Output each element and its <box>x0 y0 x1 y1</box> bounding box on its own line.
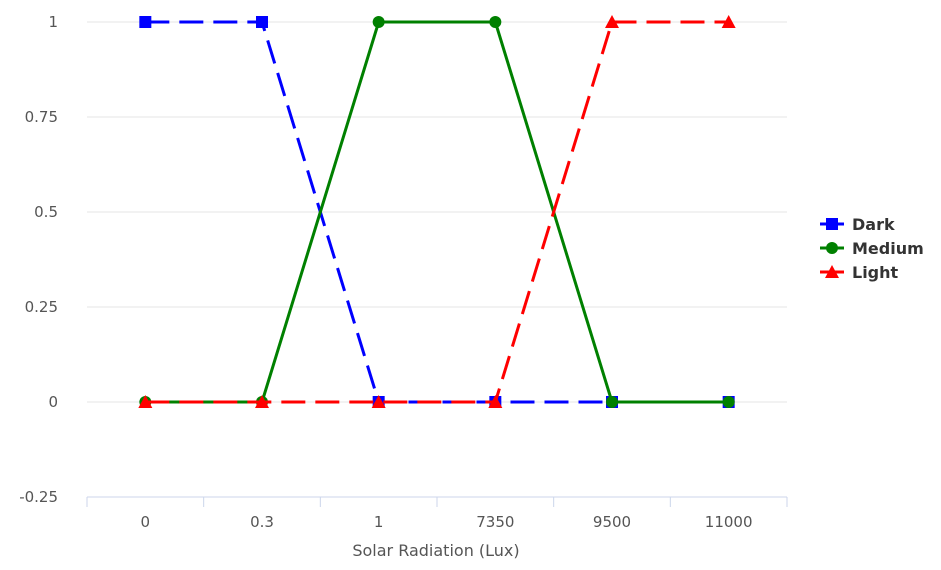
legend-item-medium[interactable]: Medium <box>820 239 924 258</box>
x-tick-label: 7350 <box>476 513 514 531</box>
x-tick-label: 11000 <box>705 513 753 531</box>
y-tick-label: 0.5 <box>34 203 58 221</box>
legend-symbol-marker <box>826 218 838 230</box>
y-tick-label: 0.25 <box>25 298 58 316</box>
series-line-light <box>145 20 729 404</box>
x-axis: 0 0.3 1 7350 9500 11000 <box>86 496 788 531</box>
data-point-dark <box>256 16 268 28</box>
y-axis: -0.25 0 0.25 0.5 0.75 1 <box>19 13 58 506</box>
x-tick-label: 0 <box>141 513 151 531</box>
y-tick-label: 0.75 <box>25 108 58 126</box>
data-point-dark <box>139 16 152 28</box>
x-tick-label: 1 <box>374 513 384 531</box>
grid-lines <box>87 21 787 403</box>
data-point-light <box>255 395 269 408</box>
data-point-medium <box>606 396 618 408</box>
x-tick-label: 9500 <box>593 513 631 531</box>
y-tick-label: 1 <box>48 13 58 31</box>
data-point-medium <box>722 396 735 408</box>
legend-label: Dark <box>852 215 895 234</box>
data-point-medium <box>489 16 502 28</box>
y-tick-label: 0 <box>48 393 58 411</box>
data-point-light <box>138 395 153 408</box>
legend-item-dark[interactable]: Dark <box>820 215 895 234</box>
data-point-light <box>605 15 619 28</box>
legend-item-light[interactable]: Light <box>820 263 899 282</box>
plot-series <box>138 15 736 408</box>
data-point-medium <box>372 16 385 28</box>
data-point-light <box>371 395 386 408</box>
legend-label: Light <box>852 263 899 282</box>
legend-symbol-marker <box>826 242 838 254</box>
legend-label: Medium <box>852 239 924 258</box>
legend: Dark Medium Light <box>820 215 924 282</box>
y-tick-label: -0.25 <box>19 488 58 506</box>
series-line-medium <box>145 20 729 404</box>
legend-symbol-marker <box>825 265 839 278</box>
data-point-light <box>488 395 503 408</box>
x-axis-title: Solar Radiation (Lux) <box>352 541 519 560</box>
data-point-light <box>721 15 736 28</box>
series-light <box>138 15 736 408</box>
x-tick-label: 0.3 <box>250 513 274 531</box>
